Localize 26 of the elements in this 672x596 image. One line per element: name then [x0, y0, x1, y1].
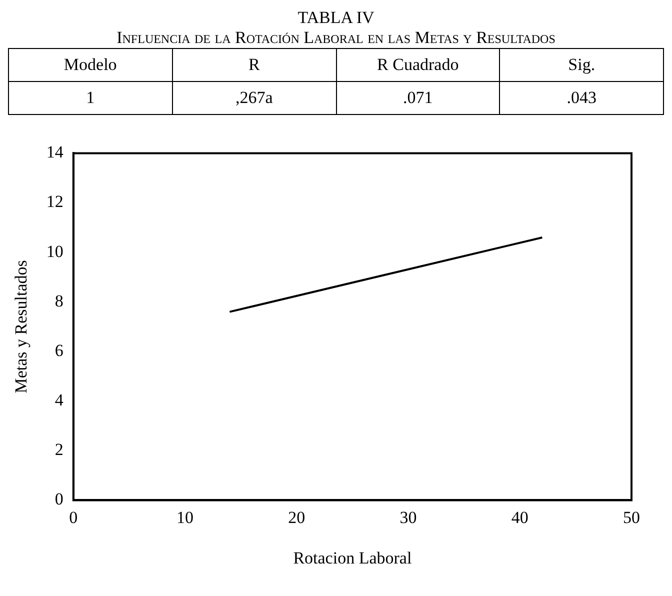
- x-tick-label: 10: [176, 508, 194, 527]
- text: .071: [336, 82, 500, 114]
- y-tick-label: 8: [54, 291, 64, 310]
- x-tick-label: 40: [511, 508, 528, 527]
- chart-subtitle: Influencia de la Rotación Laboral en las Metas y Resultados: [116, 28, 556, 48]
- y-tick-label: 10: [46, 242, 64, 261]
- y-tick-label: 2: [54, 440, 64, 460]
- text: Sig.: [500, 48, 664, 82]
- x-tick-label: 50: [623, 508, 640, 527]
- text: R Cuadrado: [336, 48, 500, 82]
- text: Modelo: [8, 48, 172, 82]
- x-tick-label: 0: [69, 508, 78, 527]
- y-tick-label: 0: [54, 490, 64, 509]
- y-tick-label: 12: [46, 192, 64, 212]
- text: ,267a: [172, 82, 336, 114]
- y-tick-label: 6: [54, 340, 64, 360]
- y-tick-label: 4: [54, 390, 64, 410]
- text: .043: [500, 82, 664, 114]
- x-tick-label: 30: [400, 508, 417, 527]
- x-tick-label: 20: [288, 508, 306, 527]
- y-tick-label: 14: [46, 142, 64, 162]
- chart-title: TABLA IV: [296, 8, 376, 28]
- text: R: [172, 48, 336, 82]
- text: 1: [8, 82, 172, 114]
- y-axis-title: Metas y Resultados: [12, 260, 31, 394]
- x-axis-title: Rotacion Laboral: [293, 548, 412, 568]
